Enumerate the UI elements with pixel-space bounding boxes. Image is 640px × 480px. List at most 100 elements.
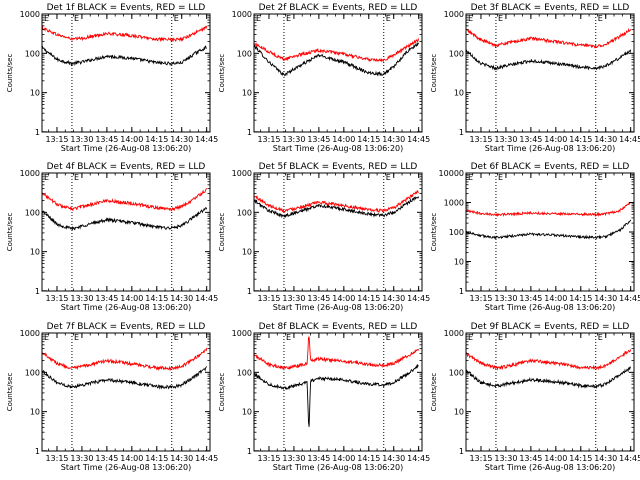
x-tick-label: 14:15 <box>145 135 168 144</box>
x-tick-label: 13:45 <box>307 454 330 463</box>
x-tick-label: 14:30 <box>594 294 617 303</box>
panel-title: Det 6f BLACK = Events, RED = LLD <box>471 162 630 172</box>
events-trace <box>254 363 419 427</box>
x-tick-label: 14:00 <box>544 454 567 463</box>
panel-title: Det 1f BLACK = Events, RED = LLD <box>47 3 206 13</box>
lld-trace <box>254 190 419 214</box>
y-axis-label: Counts/sec <box>218 54 226 93</box>
x-tick-label: 14:45 <box>407 294 430 303</box>
corner-marker-label: E <box>468 14 473 23</box>
panel-2: Det 2f BLACK = Events, RED = LLD Counts/s… <box>218 3 430 153</box>
y-tick-label: 100 <box>449 368 464 377</box>
events-trace <box>466 366 632 389</box>
x-tick-label: 13:15 <box>257 135 280 144</box>
x-tick-label: 14:45 <box>195 454 218 463</box>
event-marker-label: E <box>598 333 603 342</box>
plot-frame <box>41 172 211 292</box>
x-tick-label: 13:15 <box>45 454 68 463</box>
x-tick-label: 14:15 <box>145 294 168 303</box>
event-marker-label: E <box>74 14 79 23</box>
y-tick-label: 10000 <box>439 169 464 178</box>
x-tick-label: 14:00 <box>120 454 143 463</box>
events-trace <box>466 219 632 240</box>
y-tick-label: 1000 <box>444 329 464 338</box>
x-tick-label: 14:30 <box>382 294 405 303</box>
lld-trace <box>254 336 420 371</box>
corner-marker-label: E <box>256 173 261 182</box>
y-axis-label: Counts/sec <box>6 373 14 412</box>
event-marker-label: E <box>286 14 291 23</box>
y-axis-label: Counts/sec <box>6 54 14 93</box>
y-tick-label: 10 <box>30 89 40 98</box>
x-tick-label: 14:45 <box>195 135 218 144</box>
event-marker-label: E <box>74 333 79 342</box>
x-tick-label: 14:15 <box>357 135 380 144</box>
panel-title: Det 8f BLACK = Events, RED = LLD <box>259 322 418 332</box>
x-tick-label: 13:30 <box>282 454 305 463</box>
y-tick-label: 10 <box>454 89 464 98</box>
y-tick-label: 10 <box>30 408 40 417</box>
x-tick-label: 13:15 <box>45 294 68 303</box>
y-tick-label: 1 <box>247 128 252 137</box>
panel-title: Det 9f BLACK = Events, RED = LLD <box>471 322 630 332</box>
lld-trace <box>42 187 208 212</box>
event-marker-label: E <box>174 333 179 342</box>
x-tick-label: 14:45 <box>407 135 430 144</box>
x-tick-label: 13:45 <box>519 294 542 303</box>
plot-frame <box>465 13 635 133</box>
y-tick-label: 1 <box>459 447 464 456</box>
lld-trace <box>254 37 420 63</box>
x-tick-label: 14:45 <box>195 294 218 303</box>
lld-trace <box>466 349 632 371</box>
corner-marker-label: E <box>256 14 261 23</box>
panel-3: Det 3f BLACK = Events, RED = LLD Counts/s… <box>430 3 640 153</box>
x-axis-label: Start Time (26-Aug-08 13:06:20) <box>273 303 404 312</box>
x-tick-label: 13:45 <box>95 135 118 144</box>
x-tick-label: 14:45 <box>619 135 640 144</box>
x-tick-label: 13:45 <box>95 294 118 303</box>
plot-frame <box>465 332 635 452</box>
y-tick-label: 1 <box>459 287 464 296</box>
y-tick-label: 1000 <box>20 169 40 178</box>
x-axis-label: Start Time (26-Aug-08 13:06:20) <box>61 463 192 472</box>
plot-frame <box>41 332 211 452</box>
x-tick-label: 13:30 <box>282 294 305 303</box>
events-trace <box>254 41 420 77</box>
y-tick-label: 10 <box>454 258 464 267</box>
y-tick-label: 10 <box>242 408 252 417</box>
y-tick-label: 1 <box>35 287 40 296</box>
y-tick-label: 10 <box>454 408 464 417</box>
event-marker-label: E <box>174 173 179 182</box>
events-trace <box>42 366 207 390</box>
x-tick-label: 14:00 <box>544 135 567 144</box>
x-tick-label: 13:15 <box>257 294 280 303</box>
x-tick-label: 13:30 <box>494 135 517 144</box>
y-tick-label: 10 <box>30 248 40 257</box>
x-axis-label: Start Time (26-Aug-08 13:06:20) <box>61 303 192 312</box>
y-axis-label: Counts/sec <box>6 213 14 252</box>
y-tick-label: 1 <box>459 128 464 137</box>
y-tick-label: 1 <box>247 287 252 296</box>
x-axis-label: Start Time (26-Aug-08 13:06:20) <box>485 303 616 312</box>
events-trace <box>42 45 207 67</box>
lld-trace <box>466 27 632 49</box>
event-marker-label: E <box>498 333 503 342</box>
x-tick-label: 13:30 <box>282 135 305 144</box>
event-marker-label: E <box>386 173 391 182</box>
panel-9: Det 9f BLACK = Events, RED = LLD Counts/s… <box>430 322 640 472</box>
y-axis-label: Counts/sec <box>430 213 438 252</box>
plot-frame <box>465 172 635 292</box>
event-marker-label: E <box>598 173 603 182</box>
x-axis-label: Start Time (26-Aug-08 13:06:20) <box>61 144 192 153</box>
y-axis-label: Counts/sec <box>218 213 226 252</box>
x-tick-label: 13:15 <box>257 454 280 463</box>
x-tick-label: 14:00 <box>332 294 355 303</box>
y-tick-label: 100 <box>25 368 40 377</box>
x-axis-label: Start Time (26-Aug-08 13:06:20) <box>273 463 404 472</box>
y-tick-label: 100 <box>237 368 252 377</box>
event-marker-label: E <box>498 14 503 23</box>
y-tick-label: 1 <box>35 447 40 456</box>
corner-marker-label: E <box>468 333 473 342</box>
x-tick-label: 14:30 <box>594 135 617 144</box>
